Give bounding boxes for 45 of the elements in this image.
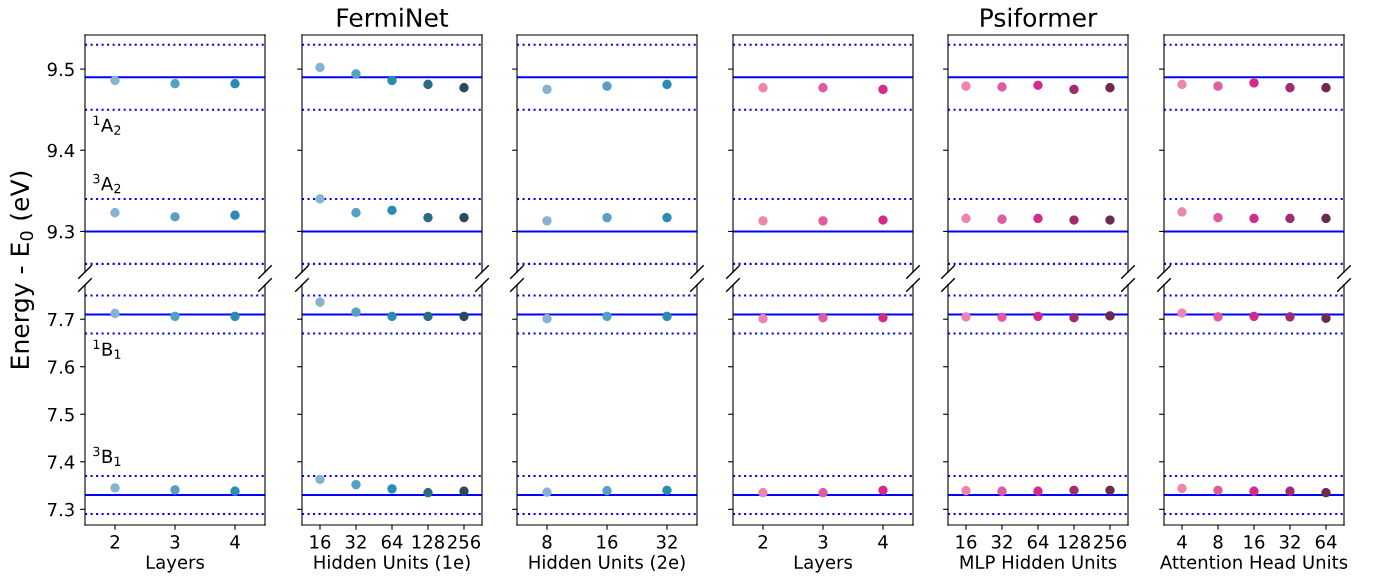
y-tick-label: 7.5 — [48, 407, 74, 422]
annotation: $^{1}$A$_{2}$ — [93, 115, 121, 135]
y-tick-label: 7.6 — [48, 360, 75, 374]
x-axis-title: Hidden Units (1e) — [314, 554, 470, 572]
annotation: $^{1}$B$_{1}$ — [93, 339, 121, 359]
x-tick-label: 64 — [1315, 535, 1337, 549]
x-tick-label: 32 — [991, 535, 1012, 549]
x-tick-label: 3 — [170, 535, 180, 549]
y-tick-label: 9.5 — [47, 62, 74, 77]
x-tick-label: 3 — [818, 535, 828, 549]
x-axis-title: Hidden Units (2e) — [529, 554, 685, 572]
y-axis-title: Energy - E$_{0}$ (eV) — [9, 171, 35, 368]
x-tick-label: 2 — [758, 535, 767, 549]
x-axis-title: Attention Head Units — [1160, 554, 1348, 569]
x-tick-label: 256 — [1094, 535, 1127, 549]
annotation: $^{3}$B$_{1}$ — [93, 446, 121, 466]
y-tick-label: 9.3 — [47, 224, 74, 239]
y-tick-label: 7.3 — [48, 502, 74, 517]
x-tick-label: 4 — [878, 535, 888, 549]
x-tick-label: 32 — [656, 535, 677, 549]
x-tick-label: 8 — [1213, 535, 1223, 549]
x-axis-title: Layers — [146, 555, 204, 573]
x-tick-label: 4 — [230, 535, 240, 549]
x-tick-label: 64 — [1027, 535, 1049, 549]
chart-title: Psiformer — [981, 7, 1098, 28]
x-tick-label: 16 — [310, 535, 331, 549]
x-tick-label: 16 — [1244, 535, 1265, 549]
x-tick-label: 128 — [412, 535, 444, 549]
x-tick-label: 8 — [542, 535, 552, 549]
y-tick-label: 7.7 — [48, 312, 74, 327]
x-tick-label: 16 — [597, 535, 618, 549]
annotation: $^{3}$A$_{2}$ — [93, 173, 121, 194]
x-axis-title: MLP Hidden Units — [960, 554, 1117, 569]
x-tick-label: 32 — [1279, 535, 1300, 549]
x-tick-label: 64 — [381, 535, 403, 549]
x-axis-title: Layers — [794, 555, 852, 573]
x-tick-label: 4 — [1177, 535, 1187, 549]
x-tick-label: 128 — [1058, 535, 1090, 549]
x-tick-label: 32 — [345, 535, 366, 549]
chart-title: FermiNet — [337, 7, 449, 28]
y-tick-label: 7.4 — [48, 455, 75, 469]
x-tick-label: 256 — [448, 535, 481, 549]
x-tick-label: 2 — [110, 535, 119, 549]
y-tick-label: 9.4 — [47, 143, 75, 158]
x-tick-label: 16 — [956, 535, 977, 549]
